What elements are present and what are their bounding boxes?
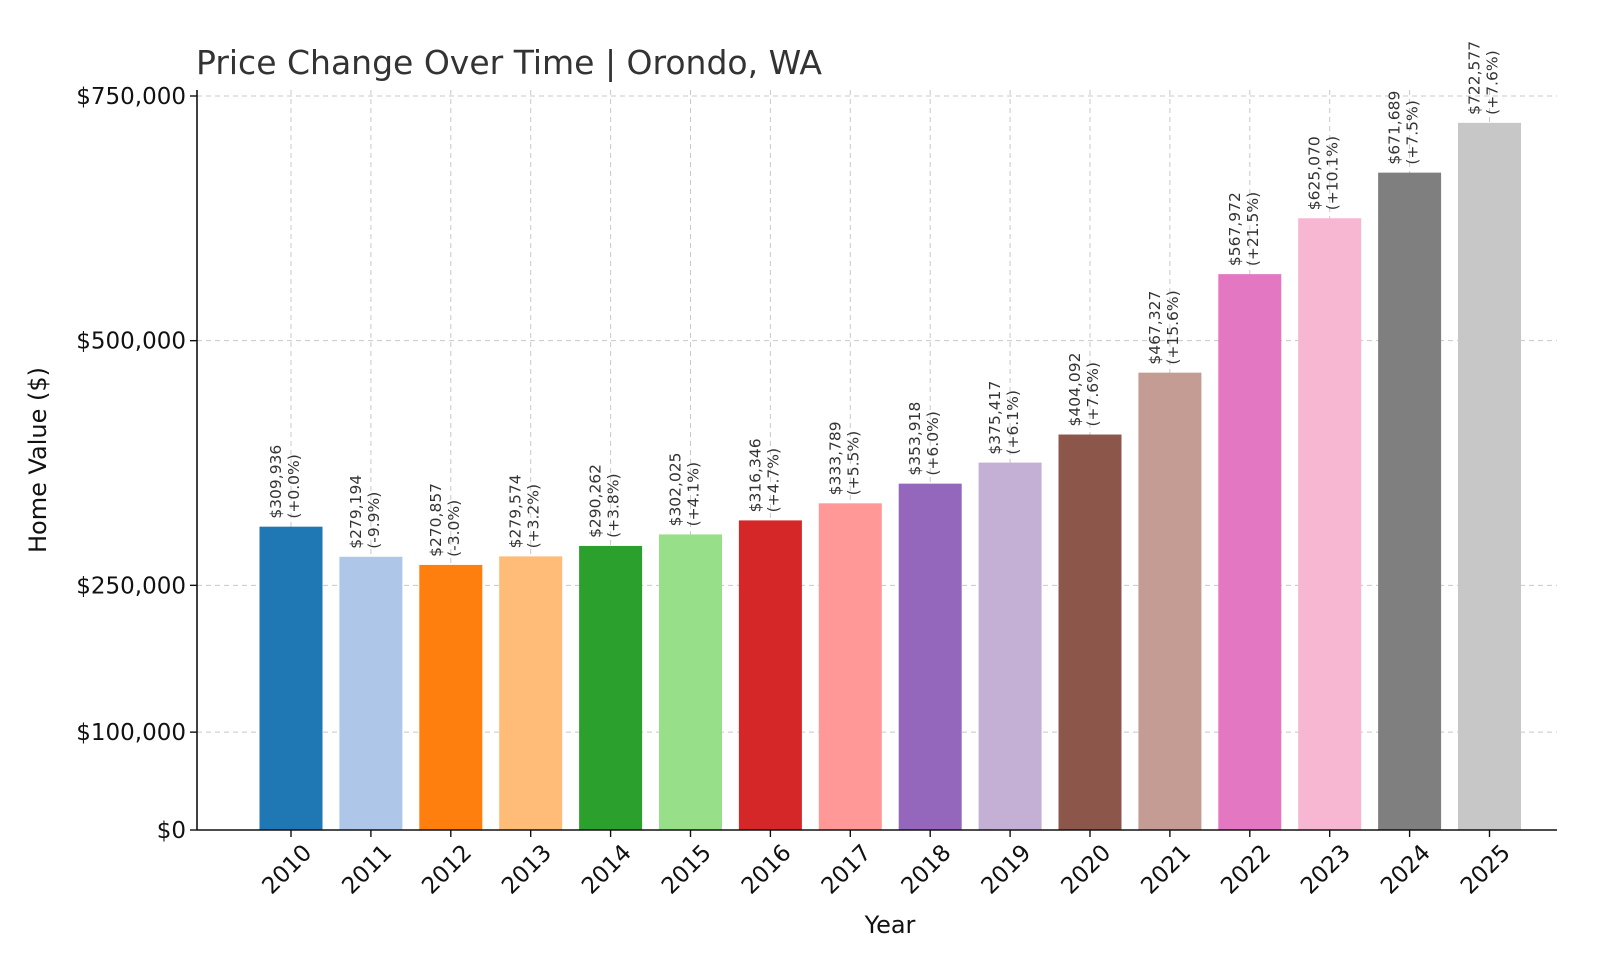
bar-2019 xyxy=(978,462,1042,830)
chart-title: Price Change Over Time | Orondo, WA xyxy=(196,43,822,82)
x-tick-label: 2012 xyxy=(417,840,477,900)
bar-value-label: $353,918 xyxy=(906,402,924,476)
bar-change-label: (+5.5%) xyxy=(844,431,862,495)
y-axis-ticks: $0 $100,000 $250,000 $500,000 $750,000 xyxy=(76,84,197,844)
y-tick-label: $100,000 xyxy=(76,720,186,746)
bar-change-label: (+10.1%) xyxy=(1324,136,1342,210)
x-tick-label: 2024 xyxy=(1376,840,1436,900)
bar-value-label: $279,194 xyxy=(347,475,365,549)
bar-value-label: $567,972 xyxy=(1226,192,1244,266)
y-tick-label: $0 xyxy=(157,818,186,844)
bar-value-label: $333,789 xyxy=(826,421,844,495)
bar-2011 xyxy=(339,556,403,830)
x-axis-label: Year xyxy=(864,911,916,939)
bar-value-label: $316,346 xyxy=(746,438,764,512)
bar-value-label: $404,092 xyxy=(1066,353,1084,427)
x-tick-label: 2016 xyxy=(737,840,797,900)
bar-change-label: (+7.6%) xyxy=(1084,362,1102,426)
y-tick-label: $250,000 xyxy=(76,573,186,599)
data-labels: $309,936 (+0.0%) $279,194 (-9.9%) $270,857 (-… xyxy=(267,41,1502,557)
bar-2023 xyxy=(1298,218,1362,830)
bar-change-label: (+6.0%) xyxy=(924,411,942,475)
bar-change-label: (+6.1%) xyxy=(1004,390,1022,454)
bar-2014 xyxy=(579,545,643,830)
bar-value-label: $625,070 xyxy=(1306,136,1324,210)
bar-2024 xyxy=(1378,172,1442,830)
x-tick-label: 2021 xyxy=(1136,840,1196,900)
y-axis-label: Home Value ($) xyxy=(24,367,52,553)
x-tick-label: 2011 xyxy=(337,840,397,900)
bar-change-label: (+4.7%) xyxy=(764,448,782,512)
bar-2010 xyxy=(259,526,323,830)
x-tick-label: 2014 xyxy=(577,840,637,900)
x-tick-label: 2010 xyxy=(257,840,317,900)
bar-value-label: $302,025 xyxy=(667,452,685,526)
bar-value-label: $467,327 xyxy=(1146,291,1164,365)
x-tick-label: 2018 xyxy=(897,840,957,900)
bars xyxy=(259,122,1521,831)
bar-2021 xyxy=(1138,372,1202,830)
bar-change-label: (+3.2%) xyxy=(525,484,543,548)
bar-2025 xyxy=(1458,122,1521,831)
x-tick-label: 2013 xyxy=(497,840,557,900)
bar-2016 xyxy=(738,520,802,830)
x-axis-ticks: 2010 2011 2012 2013 2014 2015 2016 2017 2018 2019… xyxy=(257,830,1516,900)
bar-2015 xyxy=(659,534,722,830)
x-tick-label: 2017 xyxy=(817,840,877,900)
bar-2020 xyxy=(1058,434,1122,830)
bar-value-label: $375,417 xyxy=(986,381,1004,455)
x-tick-label: 2022 xyxy=(1216,840,1276,900)
bar-change-label: (-3.0%) xyxy=(445,500,463,557)
bar-value-label: $270,857 xyxy=(427,483,445,557)
bar-change-label: (+7.5%) xyxy=(1404,100,1422,164)
x-tick-label: 2025 xyxy=(1456,840,1516,900)
bar-change-label: (+4.1%) xyxy=(685,462,703,526)
x-tick-label: 2015 xyxy=(657,840,717,900)
bar-change-label: (+15.6%) xyxy=(1164,290,1182,364)
x-tick-label: 2023 xyxy=(1296,840,1356,900)
bar-2018 xyxy=(898,483,962,830)
bar-2022 xyxy=(1218,274,1282,830)
bar-change-label: (+21.5%) xyxy=(1244,192,1262,266)
bar-2012 xyxy=(419,564,483,830)
bar-change-label: (+7.6%) xyxy=(1484,50,1502,114)
x-tick-label: 2020 xyxy=(1056,840,1116,900)
bar-change-label: (-9.9%) xyxy=(365,492,383,549)
bar-value-label: $671,689 xyxy=(1386,91,1404,165)
bar-2013 xyxy=(499,556,563,830)
bar-value-label: $279,574 xyxy=(507,474,525,548)
x-tick-label: 2019 xyxy=(977,840,1037,900)
bar-value-label: $309,936 xyxy=(267,445,285,519)
y-tick-label: $750,000 xyxy=(76,84,186,110)
bar-change-label: (+3.8%) xyxy=(605,473,623,537)
bar-change-label: (+0.0%) xyxy=(285,454,303,518)
y-tick-label: $500,000 xyxy=(76,329,186,355)
bar-value-label: $722,577 xyxy=(1466,41,1484,115)
bar-value-label: $290,262 xyxy=(587,464,605,538)
bar-2017 xyxy=(818,503,882,830)
